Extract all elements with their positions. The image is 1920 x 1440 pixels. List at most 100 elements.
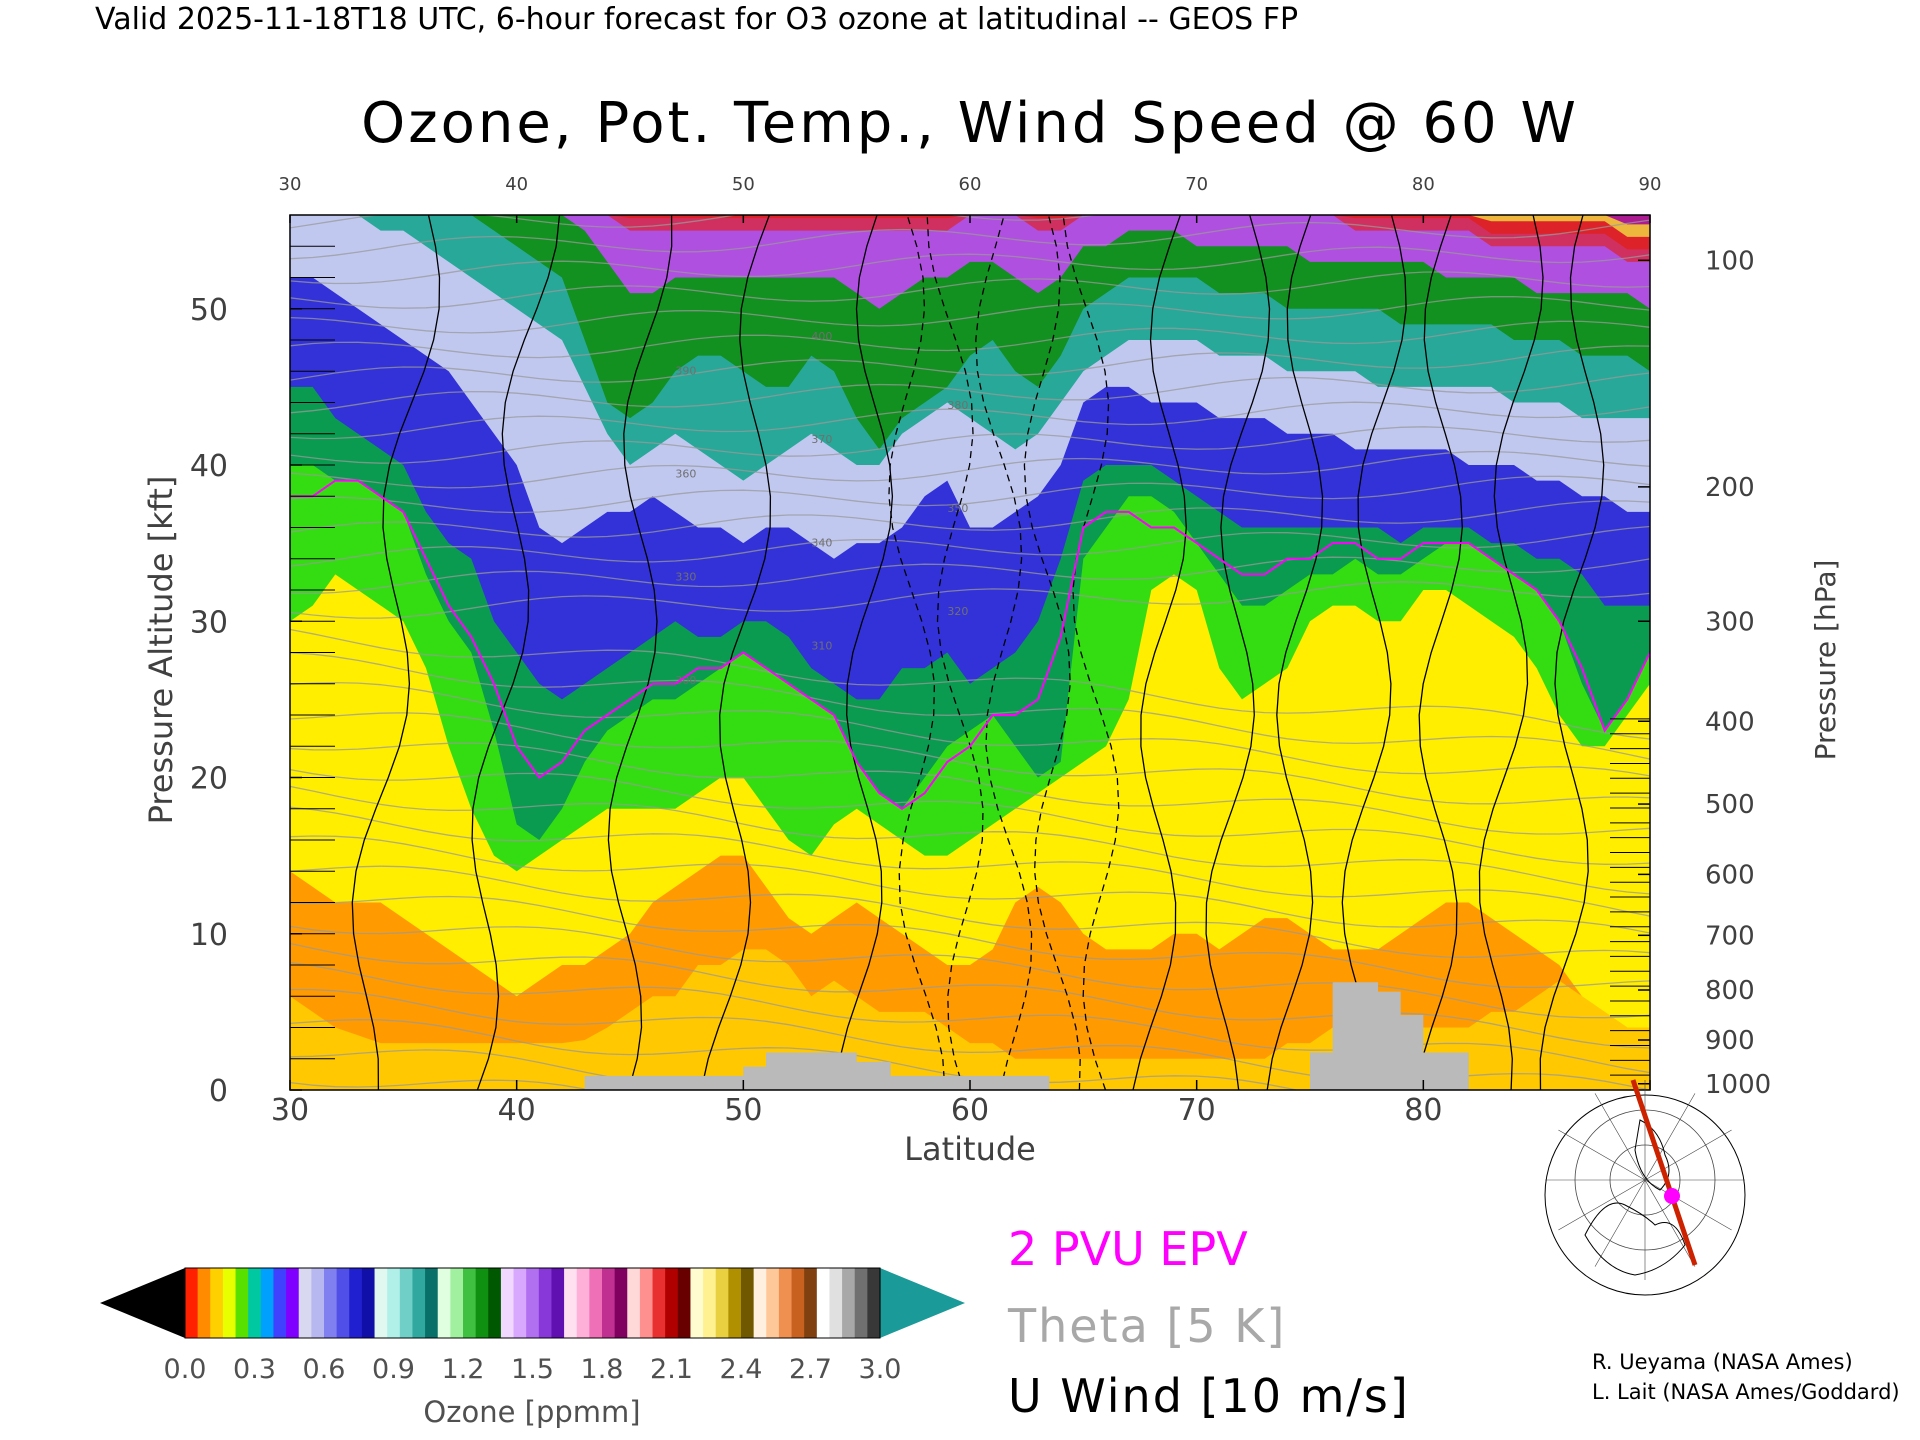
credit-line-2: L. Lait (NASA Ames/Goddard) [1592,1380,1900,1404]
theta-contour [290,525,1650,567]
wind-contour [471,215,561,1090]
colorbar-swatch [804,1268,818,1338]
colorbar-swatch [526,1268,540,1338]
y-axis-label: Pressure Altitude [kft] [142,476,180,825]
colorbar-swatch [867,1268,881,1338]
pressure-tick-label: 100 [1705,246,1755,276]
pressure-tick-label: 800 [1705,976,1755,1006]
colorbar-label: Ozone [ppmm] [423,1395,640,1429]
colorbar-tick-label: 0.6 [303,1354,346,1385]
theta-contour [290,942,1650,1049]
colorbar-swatch [197,1268,211,1338]
wind-contour-layer [351,215,1605,1090]
ozone-colorbar: 0.0 0.3 0.6 0.9 1.2 1.5 1.8 2.1 2.4 2.7 3.0 [100,1267,965,1385]
location-inset-map [1544,1079,1746,1296]
pressure-tick-label: 900 [1705,1026,1755,1056]
colorbar-tick-label: 0.3 [233,1354,276,1385]
wind-contour [1478,215,1544,1090]
colorbar-swatch [475,1268,489,1338]
y-tick-label: 30 [190,605,228,640]
colorbar-swatch [829,1268,843,1338]
theta-contour-label: 330 [675,571,696,584]
inset-map-transect [1630,1079,1698,1266]
theta-contour [290,320,1650,359]
wind-contour [1266,215,1324,1090]
theta-contour-label: 310 [811,639,832,652]
colorbar-swatch [248,1268,262,1338]
colorbar-low-arrow [100,1268,185,1338]
x-tick-label: 50 [724,1093,762,1128]
colorbar-swatch [551,1268,565,1338]
colorbar-swatch [286,1268,300,1338]
colorbar-tick-label: 0.0 [164,1354,207,1385]
wind-contour [975,215,1033,1090]
ozone-top-band-1 [290,215,1650,237]
x-top-tick-label: 60 [959,174,982,195]
pressure-axis-label: Pressure [hPa] [1809,560,1842,761]
colorbar-swatch [690,1268,704,1338]
colorbar-swatch [627,1268,641,1338]
epv-2pvu-contour [290,479,1650,811]
pressure-tick-label: 1000 [1705,1070,1771,1100]
axes-layer: 30 40 50 60 70 80 90 30 40 50 60 70 80 900 10 20 30 40 50 1… [190,174,1771,1128]
wind-contour [835,215,894,1090]
epv-contour-layer [290,479,1650,811]
wind-contour [700,215,772,1090]
colorbar-swatch [500,1268,515,1338]
pressure-tick-label: 200 [1705,473,1755,503]
theta-contour [290,500,1650,538]
colorbar-swatch [589,1268,603,1338]
theta-contour-label: 370 [811,433,832,446]
colorbar-swatch [741,1268,755,1338]
colorbar-high-arrow [880,1268,965,1338]
theta-contour [290,426,1650,464]
pressure-tick-label: 300 [1705,607,1755,637]
inset-map-coastline [1584,1202,1686,1276]
x-top-tick-label: 70 [1185,174,1208,195]
theta-contour [290,865,1650,958]
theta-contour-label: 380 [947,399,968,412]
theta-contour-label: 350 [947,502,968,515]
theta-contour [290,372,1650,414]
theta-contour [290,345,1650,383]
wind-contour [607,215,673,1090]
colorbar-swatch [816,1268,831,1338]
legend-epv: 2 PVU EPV [1008,1222,1248,1276]
y-tick-label: 10 [190,918,228,953]
x-tick-label: 60 [951,1093,989,1128]
theta-contour-label: 390 [675,364,696,377]
wind-contour [1023,215,1081,1090]
theta-contour-label: 320 [947,605,968,618]
inset-map-meridian [1644,1093,1696,1181]
wind-contour [888,215,946,1090]
x-tick-label: 80 [1404,1093,1442,1128]
x-top-tick-label: 40 [505,174,528,195]
inset-map-meridian [1594,1093,1646,1181]
x-tick-label: 30 [271,1093,309,1128]
colorbar-swatch [425,1268,439,1338]
wind-contour [1341,215,1407,1090]
wind-contour [1132,215,1187,1090]
theta-contour [290,271,1650,309]
x-top-tick-label: 90 [1639,174,1662,195]
inset-map-meridian [1558,1129,1646,1181]
x-tick-label: 40 [498,1093,536,1128]
inset-map-marker [1664,1188,1680,1204]
theta-contour [290,556,1650,595]
colorbar-swatch [665,1268,679,1338]
x-tick-label: 70 [1178,1093,1216,1128]
colorbar-swatch [639,1268,654,1338]
theta-contour [290,925,1650,1019]
theta-contour [290,652,1650,760]
colorbar-swatch [488,1268,502,1338]
theta-contour-label: 340 [811,536,832,549]
theta-contour [290,219,1650,260]
ozone-fill-layer [290,215,1650,1090]
chart-title: Ozone, Pot. Temp., Wind Speed @ 60 W [361,91,1579,156]
colorbar-tick-label: 0.9 [372,1354,415,1385]
colorbar-swatch [753,1268,767,1338]
colorbar-swatch [703,1268,717,1338]
wind-contour [1415,215,1463,1090]
colorbar-swatch [614,1268,628,1338]
credit-line-1: R. Ueyama (NASA Ames) [1592,1350,1853,1374]
